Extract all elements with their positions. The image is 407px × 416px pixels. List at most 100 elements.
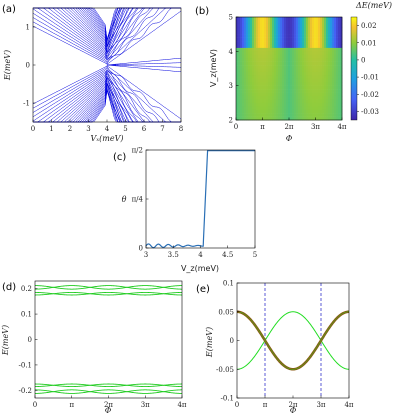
- heatmap-cell: [278, 89, 281, 93]
- heatmap-cell: [282, 41, 285, 45]
- heatmap-cell: [290, 71, 293, 76]
- heatmap-cell: [306, 99, 309, 104]
- heatmap-cell: [276, 17, 279, 21]
- heatmap-cell: [244, 71, 247, 76]
- heatmap-cell: [236, 106, 239, 110]
- heatmap-cell: [256, 54, 259, 59]
- heatmap-cell: [316, 113, 319, 117]
- green-curve-overlay: [236, 311, 350, 370]
- heatmap-cell: [338, 106, 341, 110]
- heatmap-cell: [244, 113, 247, 117]
- heatmap-cell: [334, 102, 337, 107]
- heatmap-cell: [252, 58, 255, 62]
- heatmap-cell: [310, 51, 313, 56]
- heatmap-cell: [254, 41, 257, 45]
- heatmap-cell: [250, 34, 253, 38]
- heatmap-cell: [292, 102, 295, 107]
- heatmap-cell: [256, 109, 259, 114]
- heatmap-cell: [276, 95, 279, 100]
- heatmap-cell: [244, 17, 247, 21]
- heatmap-cell: [310, 68, 313, 73]
- x-tick-label: 3π: [141, 401, 150, 409]
- heatmap-cell: [276, 23, 279, 28]
- heatmap-cell: [246, 44, 249, 49]
- heatmap-cell: [322, 27, 325, 32]
- heatmap-cell: [336, 95, 339, 100]
- heatmap-cell: [238, 41, 241, 45]
- heatmap-cell: [314, 47, 317, 52]
- heatmap-cell: [298, 85, 301, 90]
- heatmap-cell: [298, 65, 301, 69]
- heatmap-cell: [286, 68, 289, 73]
- heatmap-cell: [268, 99, 271, 104]
- heatmap-cell: [278, 82, 281, 86]
- heatmap-cell: [314, 95, 317, 100]
- heatmap-cell: [282, 47, 285, 52]
- heatmap-cell: [270, 113, 273, 117]
- heatmap-cell: [258, 61, 261, 66]
- heatmap-cell: [302, 92, 305, 97]
- heatmap-cell: [254, 102, 257, 107]
- heatmap-cell: [290, 89, 293, 93]
- heatmap-cell: [332, 47, 335, 52]
- heatmap-cell: [320, 41, 323, 45]
- heatmap-cell: [292, 51, 295, 56]
- heatmap-cell: [326, 109, 329, 114]
- heatmap-cell: [288, 92, 291, 97]
- heatmap-cell: [266, 44, 269, 49]
- heatmap-cell: [328, 78, 331, 83]
- heatmap-cell: [318, 89, 321, 93]
- heatmap-cell: [262, 20, 265, 25]
- heatmap-cell: [278, 23, 281, 28]
- heatmap-cell: [296, 23, 299, 28]
- heatmap-cell: [306, 71, 309, 76]
- heatmap-cell: [250, 68, 253, 73]
- heatmap-cell: [318, 51, 321, 56]
- heatmap-cell: [240, 58, 243, 62]
- heatmap-cell: [296, 95, 299, 100]
- heatmap-cell: [244, 51, 247, 56]
- heatmap-cell: [320, 99, 323, 104]
- heatmap-cell: [258, 113, 261, 117]
- heatmap-cell: [250, 61, 253, 66]
- heatmap-cell: [330, 85, 333, 90]
- heatmap-cell: [272, 95, 275, 100]
- heatmap-cell: [268, 44, 271, 49]
- heatmap-cell: [252, 65, 255, 69]
- heatmap-cell: [340, 17, 343, 21]
- heatmap-cell: [294, 17, 297, 21]
- heatmap-cell: [250, 71, 253, 76]
- heatmap-cell: [276, 51, 279, 56]
- heatmap-cell: [260, 20, 263, 25]
- heatmap-cell: [332, 27, 335, 32]
- heatmap-cell: [266, 71, 269, 76]
- x-tick-label: 8: [179, 125, 183, 133]
- heatmap-cell: [240, 99, 243, 104]
- heatmap-cell: [236, 44, 239, 49]
- heatmap-cell: [294, 54, 297, 59]
- heatmap-cell: [340, 106, 343, 110]
- heatmap-cell: [254, 92, 257, 97]
- heatmap-cell: [340, 65, 343, 69]
- heatmap-cell: [328, 92, 331, 97]
- heatmap-cell: [330, 89, 333, 93]
- heatmap-cell: [328, 95, 331, 100]
- heatmap-cell: [328, 102, 331, 107]
- heatmap-cell: [334, 75, 337, 80]
- heatmap-cell: [300, 54, 303, 59]
- heatmap-cell: [286, 99, 289, 104]
- heatmap-cell: [338, 44, 341, 49]
- heatmap-cell: [326, 30, 329, 35]
- heatmap-cell: [294, 37, 297, 42]
- colorbar-tick-label: -0.02: [361, 91, 379, 99]
- heatmap-cell: [320, 44, 323, 49]
- heatmap-cell: [294, 51, 297, 56]
- heatmap-cell: [288, 99, 291, 104]
- heatmap-cell: [260, 54, 263, 59]
- heatmap-cell: [246, 58, 249, 62]
- heatmap-cell: [246, 102, 249, 107]
- heatmap-cell: [306, 47, 309, 52]
- heatmap-cell: [282, 23, 285, 28]
- heatmap-cell: [248, 75, 251, 80]
